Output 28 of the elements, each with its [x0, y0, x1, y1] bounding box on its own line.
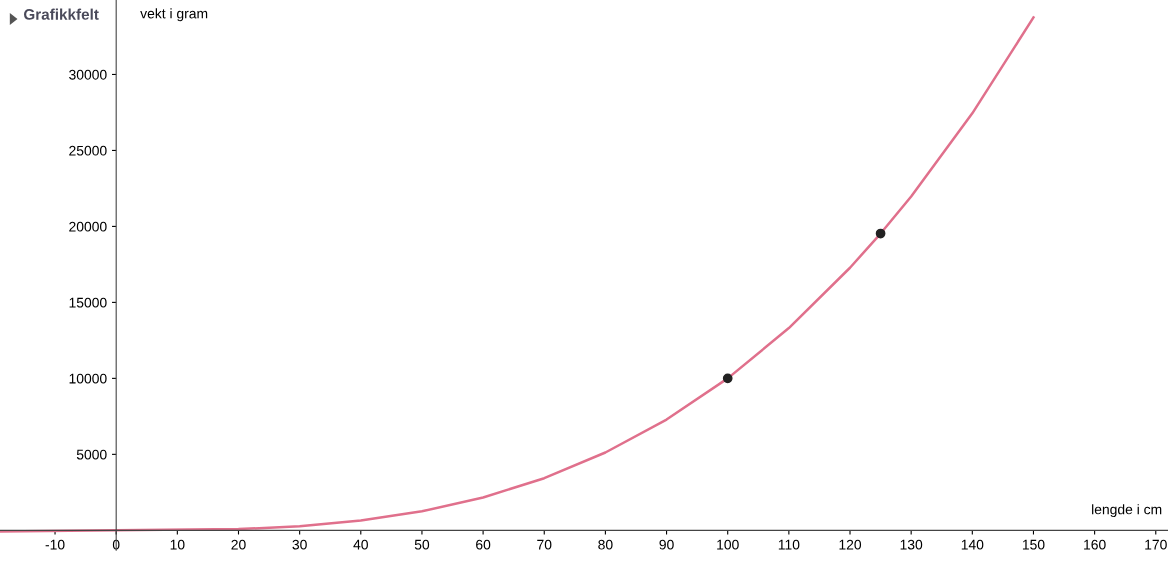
chart-title: Grafikkfelt	[23, 8, 99, 20]
x-tick-label: 10	[170, 539, 185, 550]
x-tick-label: 100	[717, 539, 739, 550]
x-tick-label: 90	[659, 539, 674, 550]
x-tick-label: 20	[231, 539, 246, 550]
x-tick-label: 40	[353, 539, 368, 550]
x-tick-label: 60	[476, 539, 491, 550]
x-tick-label: 130	[900, 539, 923, 550]
x-tick-label: 70	[537, 539, 552, 550]
x-tick-label: 80	[598, 539, 613, 550]
x-tick-label: 160	[1084, 539, 1106, 550]
x-tick-label: 120	[839, 539, 862, 550]
x-tick-label: 30	[292, 539, 307, 550]
y-tick-label: 20000	[69, 221, 107, 232]
x-tick-label: 170	[1145, 539, 1167, 550]
y-tick-label: 30000	[69, 69, 107, 80]
x-tick-label: 150	[1022, 539, 1045, 550]
y-tick-label: 10000	[69, 373, 107, 384]
x-tick-label: 0	[112, 539, 120, 550]
x-tick-label: 140	[961, 539, 984, 550]
x-tick-label: -10	[45, 539, 65, 550]
y-tick-label: 25000	[69, 145, 107, 156]
y-tick-label: 5000	[76, 449, 107, 460]
x-tick-label: 110	[778, 539, 800, 550]
x-axis-title: lengde i cm	[1092, 504, 1162, 518]
x-tick-label: 50	[414, 539, 430, 550]
y-tick-label: 15000	[69, 297, 107, 308]
y-axis-title: vekt i gram	[140, 8, 208, 22]
